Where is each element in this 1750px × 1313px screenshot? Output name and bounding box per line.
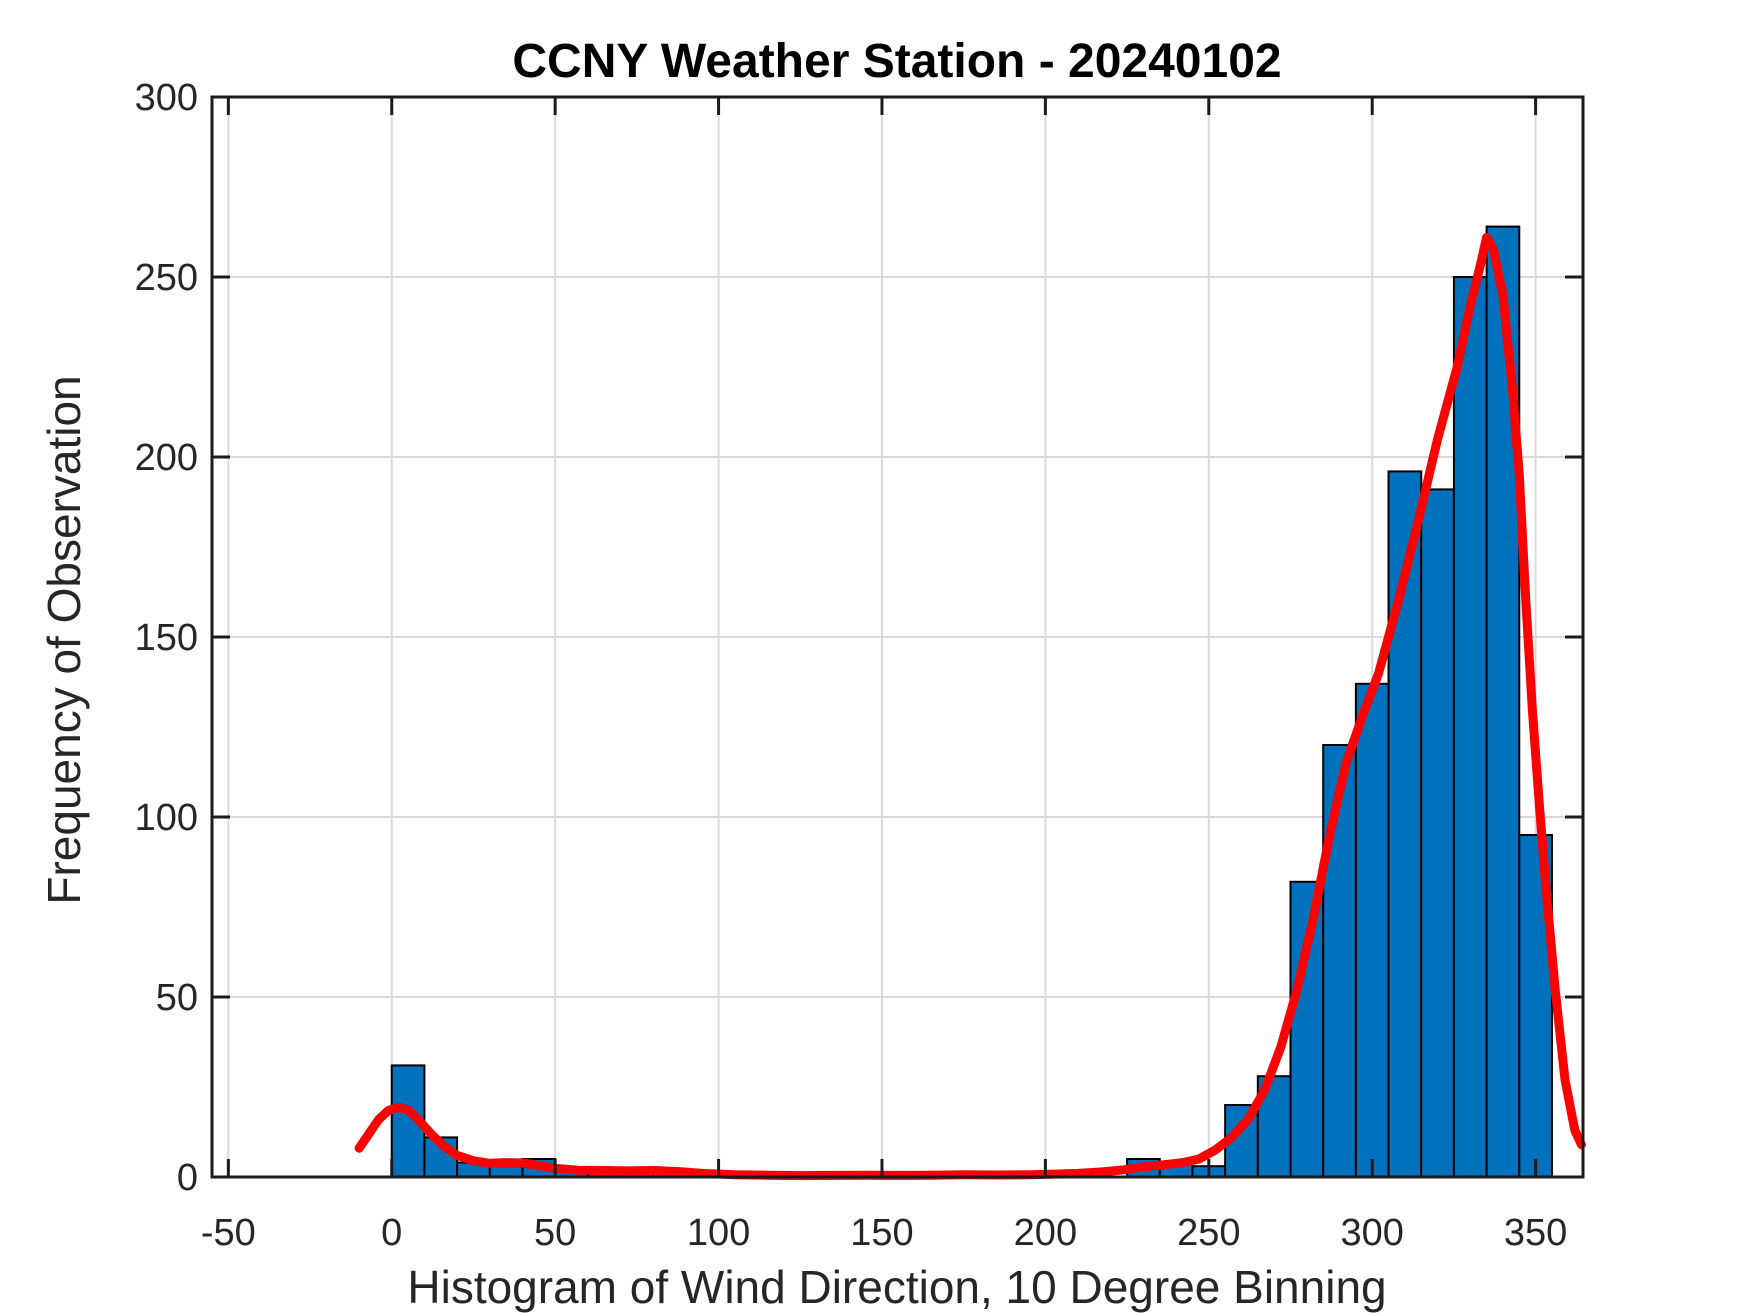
x-tick-label: 200 [1014, 1212, 1077, 1254]
histogram-bar [1420, 488, 1455, 1178]
y-tick-label: 150 [135, 617, 198, 659]
x-tick-label: 0 [381, 1212, 402, 1254]
x-tick-label: 300 [1340, 1212, 1403, 1254]
x-tick-label: 150 [850, 1212, 913, 1254]
histogram-bar [1322, 744, 1357, 1178]
histogram-bar [488, 1165, 524, 1178]
y-tick-label: 300 [135, 77, 198, 119]
x-tick-label: 50 [534, 1212, 576, 1254]
x-tick-label: -50 [201, 1212, 256, 1254]
x-tick-label: 250 [1177, 1212, 1240, 1254]
y-tick-label: 100 [135, 797, 198, 839]
histogram-bar [1289, 880, 1325, 1178]
y-tick-label: 50 [156, 977, 198, 1019]
histogram-bar [1518, 834, 1553, 1178]
y-tick-label: 0 [177, 1157, 198, 1199]
y-tick-label: 200 [135, 437, 198, 479]
x-tick-label: 350 [1504, 1212, 1567, 1254]
chart-title: CCNY Weather Station - 20240102 [512, 35, 1281, 88]
x-axis-label: Histogram of Wind Direction, 10 Degree B… [407, 1261, 1386, 1313]
x-tick-label: 100 [687, 1212, 750, 1254]
tick-labels: -50 0 50 100 150 200 250 300 3500501001502002503… [135, 77, 1568, 1254]
y-tick-label: 250 [135, 257, 198, 299]
histogram-bars [390, 225, 1553, 1179]
y-axis-label: Frequency of Observation [38, 375, 90, 904]
fit-curve [354, 232, 1586, 1181]
histogram-bar [1452, 276, 1488, 1178]
fit-curve-layer [354, 232, 1586, 1181]
axis-ticks [212, 95, 1583, 1179]
plot-box-border [210, 95, 1585, 1179]
histogram-bar [1354, 682, 1390, 1178]
